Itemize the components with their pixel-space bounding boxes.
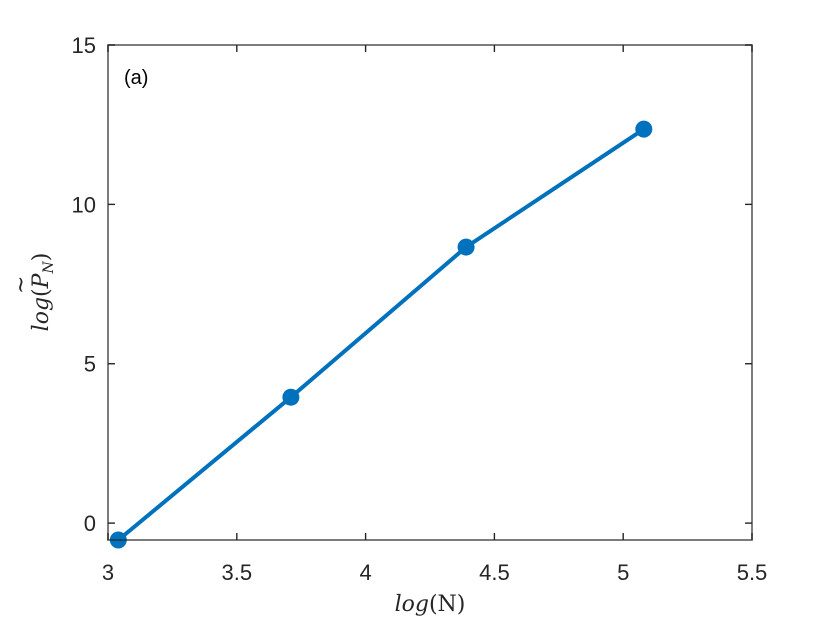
x-tick-label: 3.5 xyxy=(222,560,253,585)
data-point-marker xyxy=(635,120,653,138)
x-tick-label: 4.5 xyxy=(479,560,510,585)
y-axis-label: log(PN) ~ xyxy=(9,253,57,332)
x-axis-label: log(N) xyxy=(395,592,466,617)
x-tick-label: 3 xyxy=(102,560,114,585)
y-tick-label: 15 xyxy=(72,33,96,58)
x-tick-label: 5 xyxy=(617,560,629,585)
data-point-marker xyxy=(457,238,475,256)
plot-area xyxy=(109,120,653,549)
y-tick-label: 5 xyxy=(84,352,96,377)
axes-frame xyxy=(107,44,753,541)
x-axis-ticks: 3 3.5 4 4.5 5 5.5 xyxy=(102,45,767,585)
panel-annotation: (a) xyxy=(124,67,148,89)
y-tick-label: 0 xyxy=(84,511,96,536)
svg-text:log(PN): log(PN) xyxy=(29,253,57,332)
series-line xyxy=(117,127,645,542)
x-tick-label: 5.5 xyxy=(737,560,768,585)
svg-text:~: ~ xyxy=(9,276,34,294)
y-axis-ticks: 0 5 10 15 xyxy=(72,33,752,536)
x-tick-label: 4 xyxy=(359,560,371,585)
data-point-marker xyxy=(282,388,300,406)
y-tick-label: 10 xyxy=(72,192,96,217)
